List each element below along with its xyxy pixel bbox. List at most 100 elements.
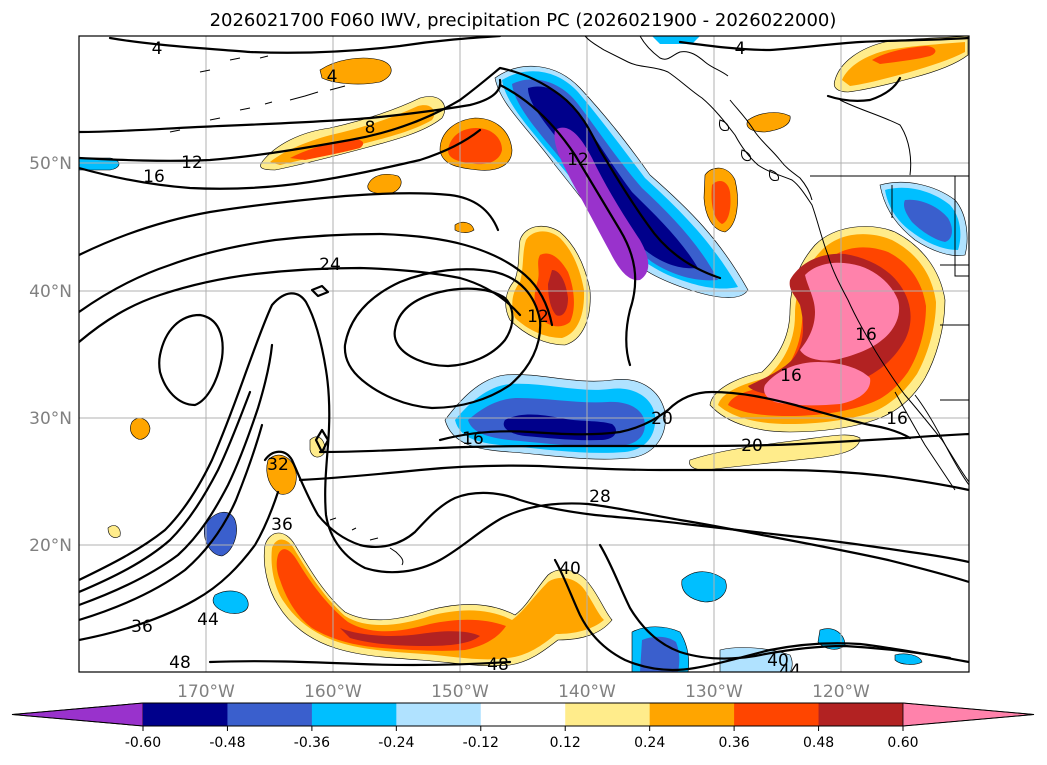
lon-label: 130°W xyxy=(685,682,743,702)
pos-coast-small-r xyxy=(711,180,731,224)
contour-12 xyxy=(79,66,722,280)
contour-44 xyxy=(79,423,264,622)
contour-28 xyxy=(79,266,522,344)
pos-upper-mid xyxy=(746,112,791,133)
iwv-contours xyxy=(79,36,969,672)
colorbar-segment xyxy=(227,703,313,726)
contour-tiny-3 xyxy=(826,76,902,102)
contour-label: 48 xyxy=(487,655,509,675)
pos-small-2 xyxy=(130,417,151,440)
coast-aleutians xyxy=(169,55,346,133)
colorbar-extend-min xyxy=(11,702,144,727)
pos-sub-small xyxy=(266,454,297,495)
neg-west-50n xyxy=(79,157,120,171)
contour-4-top xyxy=(108,36,502,54)
contour-label: 16 xyxy=(780,366,802,386)
contour-ring-left xyxy=(158,313,224,407)
colorbar-tick-label: -0.12 xyxy=(463,735,499,751)
contour-label: 28 xyxy=(589,487,611,507)
neg-band-purple xyxy=(554,127,649,281)
contour-tiny-1 xyxy=(310,284,330,298)
contour-label: 4 xyxy=(152,39,163,59)
colorbar-extend-max xyxy=(902,702,1035,727)
colorbar-tick-label: 0.36 xyxy=(719,735,750,751)
contour-label: 20 xyxy=(651,409,673,429)
lat-label: 40°N xyxy=(29,282,72,302)
pos-top-right-r xyxy=(872,46,936,64)
contour-36-left xyxy=(79,390,252,594)
contour-label: 44 xyxy=(197,610,219,630)
colorbar-segment xyxy=(565,703,651,726)
contour-label: 4 xyxy=(735,39,746,59)
lat-label: 30°N xyxy=(29,409,72,429)
contour-label: 40 xyxy=(767,651,789,671)
contour-low-ring-2 xyxy=(343,268,542,410)
colorbar-tick-label: -0.60 xyxy=(125,735,161,751)
contour-48-bottom xyxy=(208,660,512,667)
lon-labels: 170°W 160°W 150°W 140°W 130°W 120°W xyxy=(177,682,870,702)
contour-label: 12 xyxy=(567,150,589,170)
colorbar-segment xyxy=(143,703,228,726)
neg-bottom-4 xyxy=(894,653,923,665)
lon-label: 140°W xyxy=(558,682,616,702)
neg-small-2 xyxy=(212,590,249,614)
pos-nw-3 xyxy=(367,174,402,195)
colorbar-segment xyxy=(311,703,397,726)
pos-small-5 xyxy=(107,525,121,538)
lon-label: 120°W xyxy=(812,682,870,702)
colorbar-tick-label: -0.24 xyxy=(378,735,414,751)
pos-nw-1c xyxy=(290,139,364,160)
pos-center-d xyxy=(548,270,568,316)
map-frame xyxy=(78,35,970,673)
contour-low-ring-1 xyxy=(393,287,514,368)
lon-label: 160°W xyxy=(304,682,362,702)
contour-label: 8 xyxy=(365,118,376,138)
colorbar-segment xyxy=(734,703,820,726)
contour-label: 12 xyxy=(527,307,549,327)
lat-label: 50°N xyxy=(29,154,72,174)
pos-ca-pink xyxy=(800,262,900,361)
contour-label: 24 xyxy=(319,255,341,275)
neg-small-3 xyxy=(681,571,727,603)
contour-label: 16 xyxy=(143,167,165,187)
colorbar-segment xyxy=(818,703,904,726)
contour-label: 36 xyxy=(131,617,153,637)
coast-alaska-2 xyxy=(639,36,729,77)
coastlines xyxy=(169,36,969,566)
contour-44-right xyxy=(598,543,952,660)
contour-40-right xyxy=(553,558,969,672)
contour-label: 32 xyxy=(267,455,289,475)
contour-tiny-2 xyxy=(314,428,330,454)
pos-itcz-dark xyxy=(340,628,480,646)
contour-16-sub xyxy=(438,390,912,442)
contour-16-west xyxy=(79,128,482,190)
contour-label: 12 xyxy=(181,153,203,173)
contour-label: 20 xyxy=(741,436,763,456)
colorbar-tick-label: -0.48 xyxy=(209,735,245,751)
border-lines xyxy=(891,176,969,401)
contour-label: 36 xyxy=(271,515,293,535)
contour-label: 16 xyxy=(855,325,877,345)
contour-4-top-right xyxy=(678,36,969,52)
map-content: 4 4 4 8 12 12 12 16 16 16 16 16 20 20 24… xyxy=(79,36,969,681)
contour-label: 48 xyxy=(169,653,191,673)
contour-16-inner xyxy=(498,83,637,367)
coast-bc xyxy=(729,99,813,201)
colorbar-segment xyxy=(649,703,735,726)
colorbar: -0.60 -0.48 -0.36 -0.24 -0.12 0.12 0.24 0.36 0.4… xyxy=(11,702,1035,751)
contour-48 xyxy=(79,490,280,642)
contour-label: 4 xyxy=(327,67,338,87)
contour-32 xyxy=(263,450,969,564)
contour-24 xyxy=(79,232,554,327)
contour-label: 44 xyxy=(779,661,801,681)
colorbar-tick-label: 0.48 xyxy=(803,735,834,751)
precip-positive-patches xyxy=(107,36,969,667)
pos-itcz-red xyxy=(276,549,506,651)
colorbar-tick-label: 0.24 xyxy=(634,735,665,751)
contour-36 xyxy=(79,292,969,584)
contour-28-sub xyxy=(298,464,969,492)
coast-hawaii xyxy=(329,517,404,566)
contour-label: 16 xyxy=(462,429,484,449)
coast-alaska xyxy=(584,36,969,483)
